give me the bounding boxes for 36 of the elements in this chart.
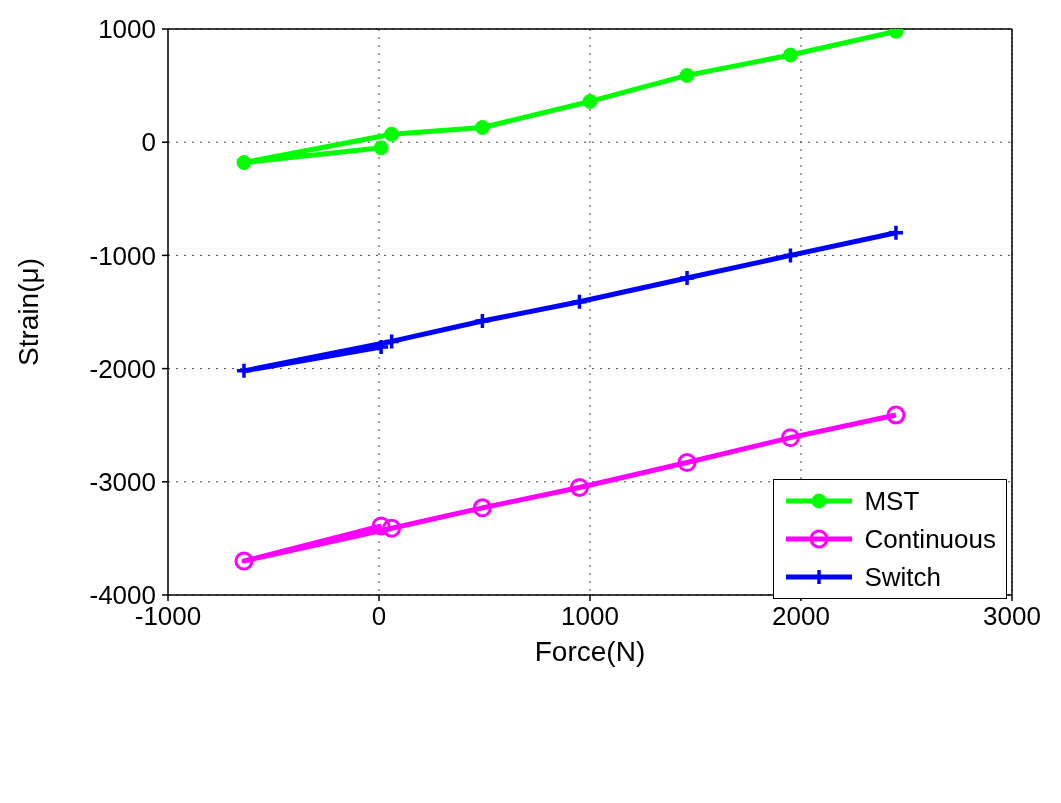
point: [782, 47, 798, 63]
legend-label: Continuous: [864, 523, 996, 555]
point: [780, 428, 800, 448]
point: [371, 516, 391, 536]
x-tick-label: 2000: [772, 601, 830, 632]
point: [678, 269, 696, 287]
legend-label: MST: [864, 485, 920, 517]
x-axis-title: Force(N): [534, 636, 646, 667]
point: [373, 140, 389, 156]
y-tick-label: -1000: [89, 240, 156, 271]
point: [781, 246, 800, 265]
point: [887, 224, 905, 242]
point: [569, 477, 589, 497]
point: [570, 293, 589, 311]
point: [474, 119, 490, 135]
point: [234, 551, 254, 571]
point: [382, 332, 401, 351]
point: [236, 155, 252, 171]
point: [472, 498, 492, 518]
x-tick-label: 1000: [561, 601, 619, 632]
point: [677, 453, 697, 473]
y-tick-label: 1000: [98, 14, 156, 45]
legend-label: Switch: [864, 561, 942, 593]
point: [382, 518, 402, 538]
y-tick-label: -3000: [89, 467, 156, 498]
point: [384, 126, 400, 142]
x-tick-label: 3000: [983, 601, 1041, 632]
point: [886, 405, 906, 425]
point: [235, 362, 253, 380]
point: [679, 67, 695, 83]
x-tick-label: 0: [371, 601, 387, 632]
y-tick-label: 0: [141, 127, 156, 158]
point: [473, 312, 492, 330]
y-tick-label: -2000: [89, 353, 156, 384]
y-axis-title: Strain(μ): [12, 258, 44, 366]
point: [582, 93, 598, 109]
